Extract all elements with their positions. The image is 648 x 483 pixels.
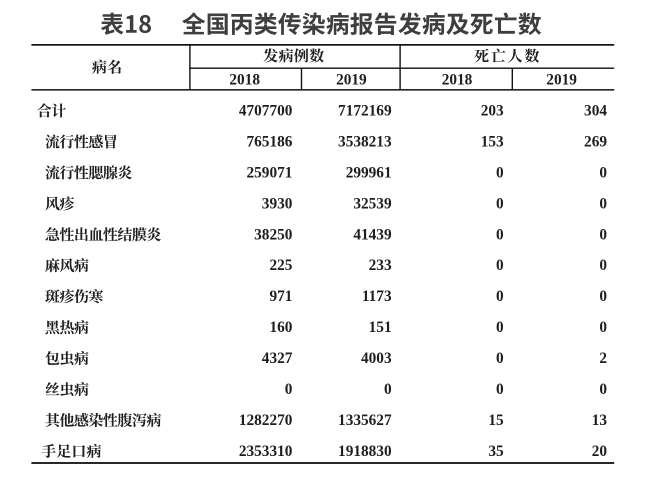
svg-text:0: 0 bbox=[496, 226, 504, 243]
svg-text:32539: 32539 bbox=[353, 195, 392, 212]
svg-text:1918830: 1918830 bbox=[338, 443, 392, 460]
svg-text:233: 233 bbox=[369, 257, 392, 274]
svg-text:153: 153 bbox=[481, 133, 504, 150]
svg-text:160: 160 bbox=[269, 319, 292, 336]
svg-text:0: 0 bbox=[384, 381, 392, 398]
svg-text:0: 0 bbox=[599, 226, 607, 243]
svg-text:3930: 3930 bbox=[262, 195, 293, 212]
svg-text:20: 20 bbox=[592, 443, 608, 460]
svg-text:41439: 41439 bbox=[353, 226, 392, 243]
svg-text:0: 0 bbox=[599, 257, 607, 274]
svg-text:13: 13 bbox=[592, 412, 608, 429]
svg-text:1282270: 1282270 bbox=[239, 412, 293, 429]
svg-text:269: 269 bbox=[584, 133, 607, 150]
svg-text:0: 0 bbox=[285, 381, 293, 398]
svg-text:2018: 2018 bbox=[442, 72, 473, 89]
svg-text:0: 0 bbox=[496, 350, 504, 367]
svg-text:7172169: 7172169 bbox=[338, 103, 392, 120]
svg-text:0: 0 bbox=[496, 381, 504, 398]
svg-text:2019: 2019 bbox=[546, 72, 577, 89]
svg-text:35: 35 bbox=[488, 443, 504, 460]
svg-text:0: 0 bbox=[599, 164, 607, 181]
svg-text:151: 151 bbox=[369, 319, 392, 336]
svg-text:2353310: 2353310 bbox=[239, 443, 293, 460]
svg-text:299961: 299961 bbox=[346, 164, 392, 181]
svg-text:0: 0 bbox=[599, 319, 607, 336]
svg-text:1173: 1173 bbox=[362, 288, 392, 305]
svg-text:971: 971 bbox=[269, 288, 292, 305]
svg-text:2019: 2019 bbox=[336, 72, 367, 89]
svg-text:4327: 4327 bbox=[262, 350, 293, 367]
svg-text:4003: 4003 bbox=[361, 350, 392, 367]
svg-text:304: 304 bbox=[584, 103, 607, 120]
svg-text:259071: 259071 bbox=[247, 164, 293, 181]
svg-text:0: 0 bbox=[496, 319, 504, 336]
svg-text:15: 15 bbox=[488, 412, 504, 429]
svg-text:0: 0 bbox=[599, 288, 607, 305]
svg-text:203: 203 bbox=[481, 103, 504, 120]
svg-text:0: 0 bbox=[496, 164, 504, 181]
svg-text:765186: 765186 bbox=[247, 133, 293, 150]
svg-text:0: 0 bbox=[599, 381, 607, 398]
svg-text:2018: 2018 bbox=[229, 72, 260, 89]
svg-text:225: 225 bbox=[269, 257, 292, 274]
svg-text:38250: 38250 bbox=[254, 226, 293, 243]
svg-text:0: 0 bbox=[496, 257, 504, 274]
svg-text:0: 0 bbox=[496, 288, 504, 305]
svg-text:4707700: 4707700 bbox=[239, 103, 293, 120]
svg-text:3538213: 3538213 bbox=[338, 133, 392, 150]
svg-text:0: 0 bbox=[496, 195, 504, 212]
svg-text:1335627: 1335627 bbox=[338, 412, 392, 429]
svg-text:0: 0 bbox=[599, 195, 607, 212]
svg-text:2: 2 bbox=[599, 350, 607, 367]
